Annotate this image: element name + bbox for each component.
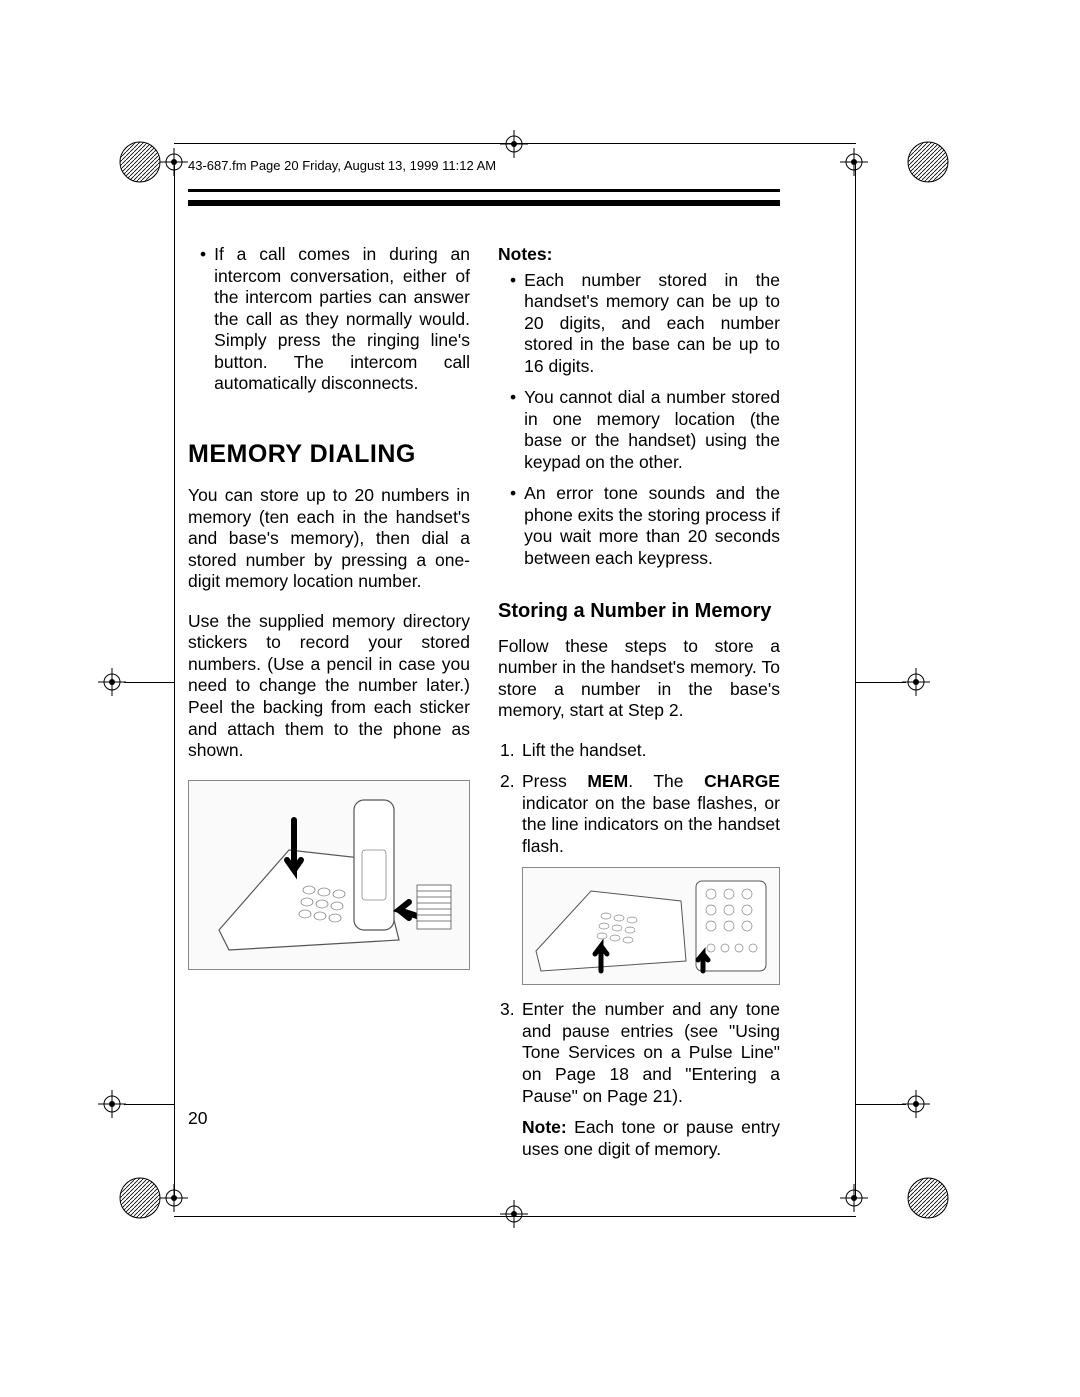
left-column: • If a call comes in during an intercom …	[188, 244, 470, 1170]
step-1-num: 1.	[498, 740, 522, 762]
step-3-note: Note: Each tone or pause entry uses one …	[522, 1117, 780, 1160]
crosshair-icon	[500, 1200, 528, 1228]
frame-line	[124, 682, 174, 683]
bullet-dot: •	[498, 387, 524, 473]
memory-dialing-heading: MEMORY DIALING	[188, 439, 470, 470]
step2-charge: CHARGE	[704, 771, 780, 791]
reg-mark-top-left	[118, 140, 162, 184]
frame-line	[856, 682, 906, 683]
note-2: • You cannot dial a number stored in one…	[498, 387, 780, 473]
reg-mark-bottom-left	[118, 1176, 162, 1220]
storing-number-heading: Storing a Number in Memory	[498, 599, 780, 624]
crosshair-icon	[98, 668, 126, 696]
frame-line	[124, 1104, 174, 1105]
manual-page: 43-687.fm Page 20 Friday, August 13, 199…	[0, 0, 1080, 1397]
step-1: 1. Lift the handset.	[498, 740, 780, 762]
note-2-text: You cannot dial a number stored in one m…	[524, 387, 780, 473]
crosshair-icon	[500, 130, 528, 158]
step-2-num: 2.	[498, 771, 522, 857]
step-1-text: Lift the handset.	[522, 740, 780, 762]
storing-intro: Follow these steps to store a number in …	[498, 636, 780, 722]
crosshair-icon	[902, 668, 930, 696]
frame-line	[174, 1216, 856, 1217]
frame-line	[174, 162, 175, 1198]
note-label: Note:	[522, 1117, 567, 1137]
step2-post: indicator on the base flashes, or the li…	[522, 793, 780, 856]
bullet-dot: •	[498, 483, 524, 569]
top-thick-rule	[188, 200, 780, 206]
step2-pre: Press	[522, 771, 587, 791]
phone-figure	[188, 780, 470, 970]
notes-label: Notes:	[498, 244, 780, 266]
intercom-bullet-text: If a call comes in during an intercom co…	[214, 244, 470, 395]
note-3-text: An error tone sounds and the phone exits…	[524, 483, 780, 569]
bullet-dot: •	[188, 244, 214, 395]
step-2: 2. Press MEM. The CHARGE indicator on th…	[498, 771, 780, 857]
step2-mem: MEM	[587, 771, 628, 791]
bullet-dot: •	[498, 270, 524, 378]
crosshair-icon	[840, 1184, 868, 1212]
crop-header-text: 43-687.fm Page 20 Friday, August 13, 199…	[188, 158, 496, 173]
frame-line	[174, 143, 856, 144]
two-column-content: • If a call comes in during an intercom …	[188, 244, 780, 1170]
memory-intro-para: You can store up to 20 numbers in memory…	[188, 485, 470, 593]
note-3: • An error tone sounds and the phone exi…	[498, 483, 780, 569]
crosshair-icon	[840, 148, 868, 176]
frame-line	[856, 1104, 906, 1105]
crosshair-icon	[902, 1090, 930, 1118]
reg-mark-top-right	[906, 140, 950, 184]
right-column: Notes: • Each number stored in the hands…	[498, 244, 780, 1170]
keypad-figure	[522, 867, 780, 985]
notes-label-text: Notes	[498, 244, 547, 264]
phone-illustration-svg	[199, 790, 459, 960]
crosshair-icon	[98, 1090, 126, 1118]
step-3-text: Enter the number and any tone and pause …	[522, 999, 780, 1107]
sticker-para: Use the supplied memory directory sticke…	[188, 611, 470, 762]
step-2-text: Press MEM. The CHARGE indicator on the b…	[522, 771, 780, 857]
top-thin-rule	[188, 189, 780, 192]
step-3: 3. Enter the number and any tone and pau…	[498, 999, 780, 1107]
note-1: • Each number stored in the handset's me…	[498, 270, 780, 378]
frame-line	[855, 162, 856, 1198]
step2-mid: . The	[628, 771, 704, 791]
step-3-num: 3.	[498, 999, 522, 1107]
reg-mark-bottom-right	[906, 1176, 950, 1220]
intercom-bullet: • If a call comes in during an intercom …	[188, 244, 470, 395]
note-1-text: Each number stored in the handset's memo…	[524, 270, 780, 378]
page-number: 20	[188, 1108, 207, 1129]
keypad-illustration-svg	[531, 876, 771, 976]
